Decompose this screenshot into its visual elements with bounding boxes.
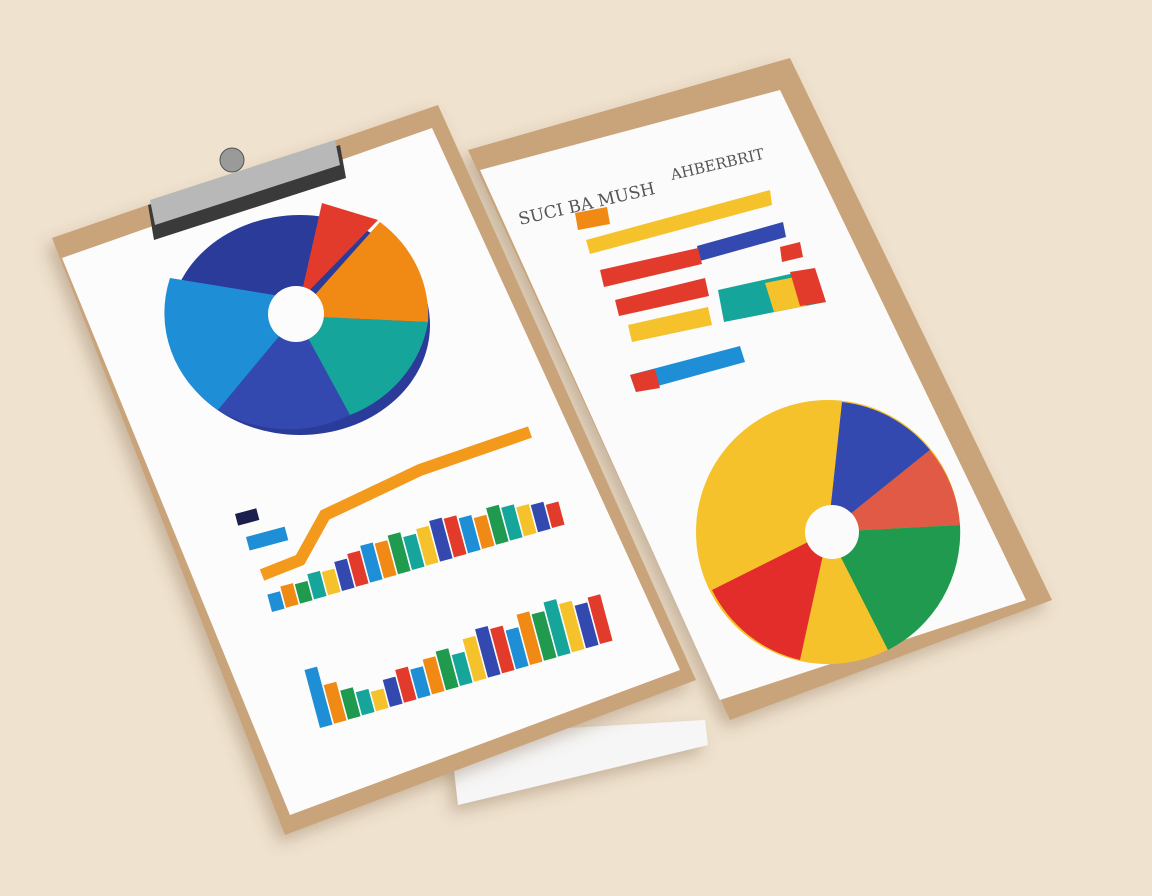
bar (531, 611, 557, 661)
trend-line (259, 426, 532, 581)
bar (304, 666, 333, 728)
bar (395, 666, 417, 703)
bar (403, 533, 425, 570)
pie-slice-green (828, 525, 961, 650)
bar (545, 501, 565, 528)
clip-plate (150, 140, 340, 225)
clipboard-clip (148, 140, 346, 240)
bar (323, 681, 347, 724)
bar (516, 504, 537, 537)
pie-slice-red (300, 203, 378, 300)
bar (435, 648, 459, 691)
bar-row-lower (304, 594, 613, 728)
bar (697, 222, 786, 261)
bar (462, 635, 487, 682)
bar (530, 501, 551, 533)
bar (490, 625, 515, 674)
right-pie-chart (696, 400, 961, 664)
clip-rivet (219, 147, 245, 173)
bar (615, 278, 709, 316)
legend-swatch (245, 526, 289, 551)
bar (429, 517, 453, 562)
bar-row-upper (267, 501, 565, 612)
left-pie-chart (164, 203, 430, 435)
bar (575, 207, 610, 230)
bar (280, 583, 299, 608)
pie-slice-indigo (218, 316, 350, 430)
bar (790, 268, 826, 306)
bar (505, 627, 529, 670)
bar (334, 558, 355, 591)
bar (267, 591, 285, 612)
bar (628, 307, 712, 342)
bar (587, 594, 613, 644)
bar (360, 542, 383, 583)
bar (473, 514, 495, 549)
bar (586, 190, 772, 254)
pie-slice-orange (296, 222, 429, 322)
bar (294, 580, 313, 604)
bar (443, 515, 467, 558)
bar (307, 570, 327, 600)
bar (382, 676, 403, 707)
pie-hole (268, 286, 324, 342)
left-line-and-bars (234, 426, 613, 728)
bar (501, 504, 523, 541)
bar (347, 550, 369, 587)
bar-group (630, 346, 745, 392)
bar (370, 688, 389, 712)
bar (387, 532, 411, 575)
pie-slice-blue (828, 402, 930, 532)
bar (780, 242, 803, 262)
bar (543, 599, 571, 657)
bar (422, 656, 445, 695)
legend-swatch (234, 508, 260, 526)
bar (416, 525, 439, 566)
bar (630, 369, 660, 392)
bar (321, 568, 341, 596)
bar (559, 600, 585, 653)
bar (475, 625, 501, 678)
pie-slice-red-2 (712, 532, 828, 660)
bar (410, 666, 431, 699)
bar (458, 515, 481, 554)
bar (451, 651, 473, 686)
horizontal-bar-chart (575, 190, 826, 392)
bar (574, 602, 599, 649)
bar (355, 688, 375, 716)
pie-slice-red (828, 450, 960, 532)
pie-hole (805, 505, 859, 559)
pie-slice-teal (296, 316, 428, 415)
bar (600, 248, 702, 287)
bar (374, 540, 397, 579)
bar (340, 687, 361, 720)
bar (516, 611, 543, 665)
bar (486, 504, 509, 545)
